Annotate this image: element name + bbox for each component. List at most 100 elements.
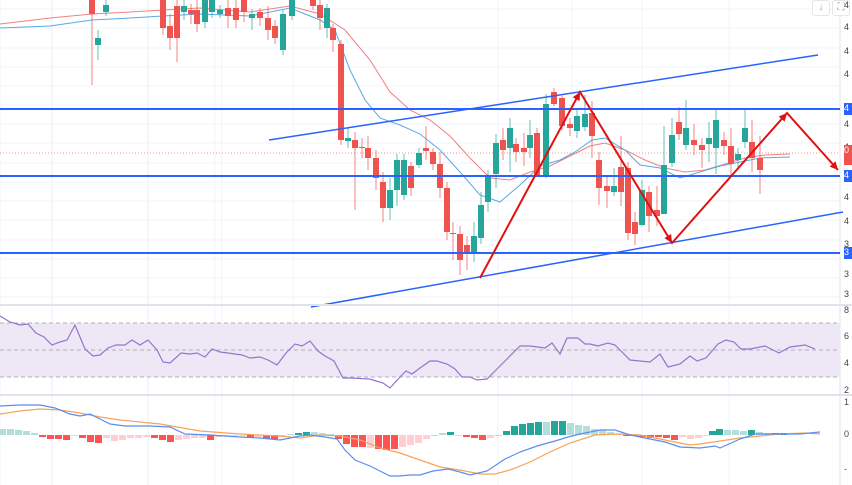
macd-histogram-bar [716,429,723,435]
macd-histogram-bar [295,433,302,435]
axis-label: 3 [844,289,850,299]
candle-body [324,8,330,28]
axis-label: - [844,464,847,474]
candle-body [423,148,429,151]
candle-body [352,140,358,148]
axis-label: 4 [844,22,850,32]
macd-histogram-bar [7,429,14,435]
candle-body [471,236,477,254]
macd-histogram-bar [231,435,238,436]
candle-body [661,165,667,214]
macd-histogram-bar [191,435,198,438]
candle-body [233,8,239,20]
candle-body [669,135,675,163]
macd-histogram-bar [551,421,558,435]
candle-body [345,138,351,141]
axis-label: 4 [844,69,850,79]
macd-histogram-bar [383,435,390,450]
candle-body [728,146,734,164]
axis-label: 0 [844,145,852,165]
candle-body [493,143,499,174]
candle-body [683,128,689,145]
macd-histogram-bar [375,435,382,449]
candle-body [735,154,741,160]
macd-histogram-bar [503,431,510,435]
candle-body [188,10,194,14]
candle-body [89,0,95,14]
candle-body [365,148,371,158]
axis-label: 4 [844,119,850,129]
macd-histogram-bar [740,431,747,435]
candle-body [95,38,101,45]
candle-body [103,5,109,12]
macd-histogram-bar [399,435,406,447]
candle-body [464,245,470,254]
candle-body [217,10,223,14]
candle-body [485,176,491,202]
macd-histogram-bar [495,435,502,436]
macd-histogram-bar [471,435,478,438]
candle-body [249,14,255,18]
candle-body [330,28,336,40]
axis-label: 4 [844,358,850,368]
candle-body [551,92,557,104]
pane-separators[interactable] [0,304,852,396]
macd-histogram-bar [47,435,54,439]
candle-body [478,205,484,238]
candle-body [757,158,763,170]
candle-body [430,152,436,164]
macd-histogram-bar [599,430,606,435]
macd-histogram-bar [71,435,78,436]
macd-histogram-bar [127,435,134,438]
macd-histogram-bar [415,435,422,443]
candle-body [706,138,712,144]
macd-histogram-bar [351,435,358,447]
macd-histogram-bar [319,433,326,435]
macd-histogram-bar [487,435,494,438]
drawing-tools[interactable] [0,54,844,308]
candle-body [380,182,386,208]
macd-histogram-bar [695,435,702,438]
macd-histogram-bar [423,435,430,439]
macd-histogram-bar [663,435,670,438]
macd-histogram-bar [748,430,755,435]
macd-histogram-bar [703,435,710,436]
candle-body [691,140,697,145]
fullscreen-button[interactable]: ⛶ [832,0,850,16]
macd-histogram-bar [367,435,374,448]
macd-histogram-bar [343,435,350,444]
axis-label: 4 [844,46,850,56]
axis-label: 3 [844,247,852,259]
candle-body [521,148,527,152]
download-button[interactable]: ↓ [812,0,830,16]
candle-body [567,124,573,128]
macd-histogram-bar [79,435,86,438]
macd-histogram-bar [391,435,398,449]
macd-histogram-bar [439,433,446,435]
macd-histogram-bar [327,434,334,435]
candle-body [582,114,588,127]
candle-body [359,147,365,148]
macd-histogram-bar [671,435,678,440]
candle-body [513,144,519,152]
candle-body [265,18,271,30]
macd-histogram-bar [167,435,174,442]
candle-body [387,190,393,208]
macd-histogram-bar [527,423,534,435]
candle-body [401,160,407,195]
candle-body [450,233,456,234]
candle-body [507,128,513,148]
macd-histogram-bar [135,435,142,438]
download-icon: ↓ [818,2,824,13]
candle-body [209,0,215,12]
macd-pane [0,404,821,477]
axis-label: 6 [844,331,850,341]
macd-histogram-bar [287,434,294,435]
candle-body [272,26,278,38]
macd-histogram-bar [183,435,190,439]
candle-body [317,5,323,18]
arrowhead-icon [778,113,787,122]
arrowhead-icon [572,92,580,101]
macd-histogram-bar [303,432,310,435]
